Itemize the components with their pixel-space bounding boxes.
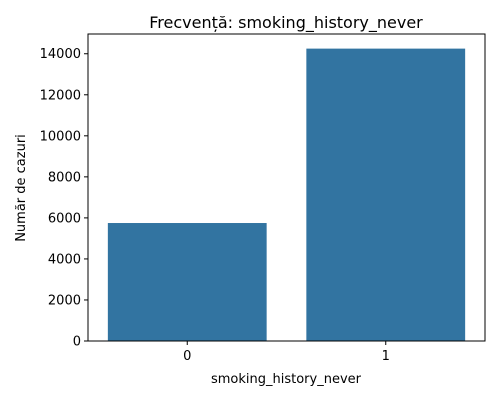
y-axis-ticks: 0 2000 4000 6000 8000 10000 12000 14000 <box>40 47 88 350</box>
y-tick-label: 8000 <box>48 170 81 185</box>
x-tick-label: 1 <box>382 349 390 364</box>
y-tick-label: 4000 <box>48 252 81 267</box>
y-tick-label: 0 <box>73 335 81 350</box>
chart-title: Frecvență: smoking_history_never <box>149 13 423 33</box>
y-tick-label: 14000 <box>40 47 81 62</box>
x-axis-label: smoking_history_never <box>211 372 362 387</box>
y-axis-label: Număr de cazuri <box>14 134 29 242</box>
x-tick-label: 0 <box>183 349 191 364</box>
bars-group <box>107 48 466 341</box>
bar-1 <box>306 48 466 341</box>
y-tick-label: 6000 <box>48 211 81 226</box>
y-tick-label: 12000 <box>40 88 81 103</box>
y-tick-label: 10000 <box>40 129 81 144</box>
y-tick-label: 2000 <box>48 293 81 308</box>
plot-frame <box>87 33 486 342</box>
bar-0 <box>107 223 267 341</box>
